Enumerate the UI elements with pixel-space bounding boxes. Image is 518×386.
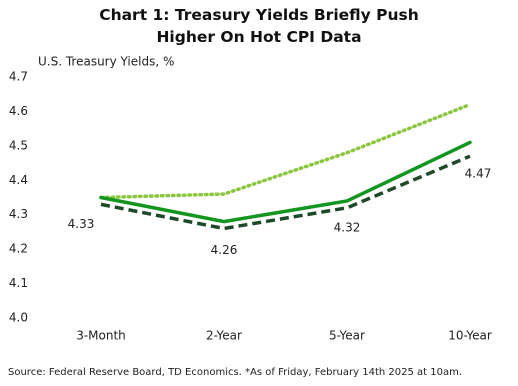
series-line <box>100 154 471 231</box>
x-tick-label: 5-Year <box>329 329 365 343</box>
x-tick-label: 3-Month <box>76 329 126 343</box>
source-note: Source: Federal Reserve Board, TD Econom… <box>8 367 462 378</box>
data-label: 4.26 <box>211 243 238 257</box>
y-tick-label: 4.6 <box>9 104 28 118</box>
data-label: 4.32 <box>334 220 361 234</box>
y-tick-label: 4.4 <box>9 173 28 187</box>
chart-title: Chart 1: Treasury Yields Briefly Push Hi… <box>99 6 419 46</box>
y-axis-label: U.S. Treasury Yields, % <box>38 55 174 69</box>
y-tick-label: 4.2 <box>9 242 28 256</box>
y-tick-label: 4.3 <box>9 207 28 221</box>
x-tick-label: 2-Year <box>206 329 242 343</box>
y-tick-label: 4.7 <box>9 70 28 84</box>
series-line <box>99 140 472 224</box>
y-tick-label: 4.0 <box>9 311 28 325</box>
y-tick-label: 4.1 <box>9 276 28 290</box>
series-line <box>99 102 472 200</box>
x-tick-label: 10-Year <box>448 329 492 343</box>
data-label: 4.47 <box>465 167 492 181</box>
y-tick-label: 4.5 <box>9 138 28 152</box>
data-label: 4.33 <box>68 217 95 231</box>
